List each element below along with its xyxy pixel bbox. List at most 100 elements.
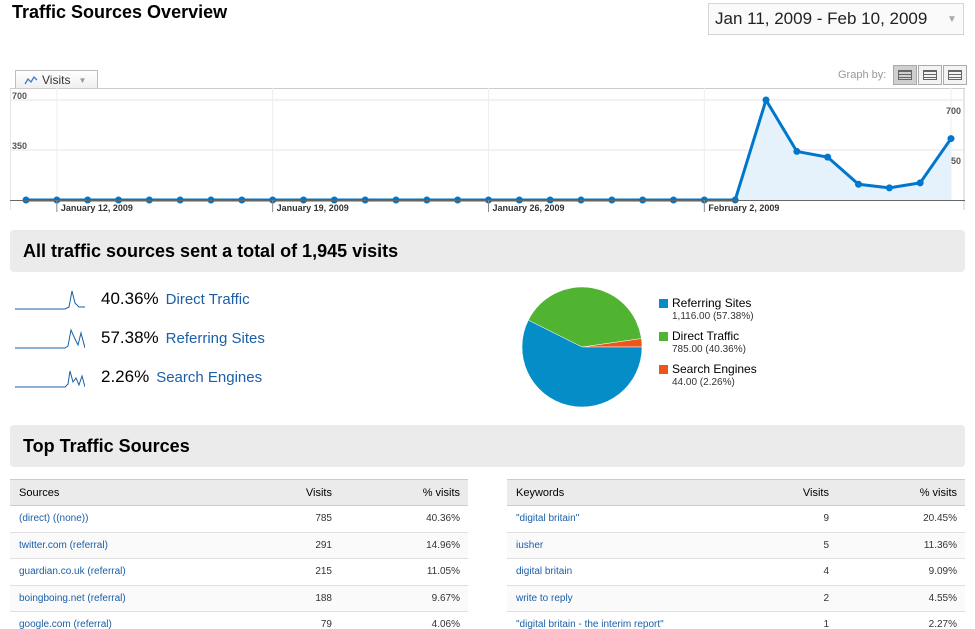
- sparkline-icon: [15, 328, 85, 349]
- visits-cell: 291: [250, 532, 340, 559]
- column-header[interactable]: Sources: [10, 479, 250, 506]
- y-tick-label-left: 700: [12, 91, 27, 101]
- keyword-link[interactable]: write to reply: [507, 585, 747, 612]
- top-sources-heading: Top Traffic Sources: [10, 425, 965, 467]
- table-row: write to reply 2 4.55%: [507, 585, 965, 612]
- date-range-text: Jan 11, 2009 - Feb 10, 2009: [715, 9, 928, 28]
- day-view-icon: [898, 70, 912, 80]
- visits-cell: 5: [747, 532, 837, 559]
- summary-heading: All traffic sources sent a total of 1,94…: [10, 230, 965, 272]
- table-row: google.com (referral) 79 4.06%: [10, 611, 468, 629]
- column-header[interactable]: Visits: [747, 479, 837, 506]
- chevron-down-icon[interactable]: ▼: [947, 13, 957, 25]
- percent-cell: 9.67%: [340, 585, 468, 612]
- table-row: boingboing.net (referral) 188 9.67%: [10, 585, 468, 612]
- percent-cell: 11.36%: [837, 532, 965, 559]
- keywords-table: Keywords Visits % visits "digital britai…: [507, 479, 965, 629]
- column-header[interactable]: % visits: [340, 479, 468, 506]
- source-link[interactable]: boingboing.net (referral): [10, 585, 250, 612]
- metric-tab-label: Visits: [42, 73, 71, 87]
- source-row-search: 2.26% Search Engines: [15, 365, 262, 389]
- x-tick-label: January 26, 2009: [493, 203, 565, 213]
- legend-value: 44.00 (2.26%): [672, 377, 735, 388]
- keywords-table-body: "digital britain" 9 20.45% iusher 5 11.36% dig…: [507, 505, 965, 629]
- source-link[interactable]: google.com (referral): [10, 611, 250, 629]
- source-link-direct[interactable]: Direct Traffic: [165, 290, 250, 308]
- source-percent: 40.36%: [101, 289, 159, 308]
- source-row-direct: 40.36% Direct Traffic: [15, 287, 250, 311]
- keyword-link[interactable]: "digital britain - the interim report": [507, 611, 747, 629]
- sources-table-body: (direct) ((none)) 785 40.36% twitter.com (r…: [10, 505, 468, 629]
- percent-cell: 20.45%: [837, 505, 965, 533]
- legend-item-search: Search Engines 44.00 (2.26%): [659, 362, 757, 388]
- table-header-row: Sources Visits % visits: [10, 479, 468, 506]
- legend-value: 1,116.00 (57.38%): [672, 311, 754, 322]
- legend-label: Direct Traffic: [672, 329, 740, 343]
- percent-cell: 40.36%: [340, 505, 468, 533]
- visits-data-point: [947, 135, 955, 143]
- keyword-link[interactable]: "digital britain": [507, 505, 747, 533]
- visits-cell: 188: [250, 585, 340, 612]
- visits-data-point: [885, 184, 893, 192]
- pie-slice-referring-sites[interactable]: [521, 319, 643, 408]
- line-chart-icon: [24, 75, 38, 84]
- pie-slice-direct-traffic[interactable]: [527, 286, 642, 348]
- visits-data-point: [824, 153, 832, 161]
- keyword-link[interactable]: iusher: [507, 532, 747, 559]
- legend-swatch: [659, 298, 668, 308]
- table-row: "digital britain - the interim report" 1 2…: [507, 611, 965, 629]
- table-row: "digital britain" 9 20.45%: [507, 505, 965, 533]
- percent-cell: 4.55%: [837, 585, 965, 612]
- table-row: guardian.co.uk (referral) 215 11.05%: [10, 558, 468, 586]
- visits-chart-svg: 700 700 350 350 January 12, 2009 January 19, …: [9, 88, 965, 213]
- sparkline-icon: [15, 290, 85, 310]
- visits-cell: 1: [747, 611, 837, 629]
- source-link[interactable]: twitter.com (referral): [10, 532, 250, 559]
- source-link[interactable]: guardian.co.uk (referral): [10, 558, 250, 586]
- visits-cell: 2: [747, 585, 837, 612]
- graph-by-label: Graph by:: [838, 69, 887, 81]
- column-header[interactable]: % visits: [837, 479, 965, 506]
- visits-chart: 700 700 350 350 January 12, 2009 January 19, …: [9, 88, 965, 216]
- source-row-referring: 57.38% Referring Sites: [15, 326, 265, 350]
- table-row: twitter.com (referral) 291 14.96%: [10, 532, 468, 559]
- percent-cell: 11.05%: [340, 558, 468, 586]
- column-header[interactable]: Keywords: [507, 479, 747, 506]
- table-row: digital britain 4 9.09%: [507, 558, 965, 586]
- graph-by-day-button[interactable]: [893, 65, 917, 85]
- x-tick-label: January 12, 2009: [61, 203, 133, 213]
- column-header[interactable]: Visits: [250, 479, 340, 506]
- percent-cell: 2.27%: [837, 611, 965, 629]
- table-row: iusher 5 11.36%: [507, 532, 965, 559]
- visits-data-point: [793, 147, 801, 155]
- percent-cell: 14.96%: [340, 532, 468, 559]
- keyword-link[interactable]: digital britain: [507, 558, 747, 586]
- visits-data-point: [916, 179, 924, 187]
- date-range-picker[interactable]: Jan 11, 2009 - Feb 10, 2009 ▼: [708, 3, 964, 35]
- traffic-pie-chart: [521, 286, 643, 408]
- visits-cell: 215: [250, 558, 340, 586]
- visits-cell: 79: [250, 611, 340, 629]
- source-link[interactable]: (direct) ((none)): [10, 505, 250, 533]
- x-tick-label: January 19, 2009: [277, 203, 349, 213]
- legend-label: Referring Sites: [672, 296, 752, 310]
- source-link-referring[interactable]: Referring Sites: [165, 329, 265, 347]
- visits-cell: 4: [747, 558, 837, 586]
- legend-value: 785.00 (40.36%): [672, 344, 746, 355]
- y-tick-label-right: 350: [946, 156, 961, 166]
- source-percent: 57.38%: [101, 328, 159, 347]
- visits-data-point: [855, 180, 862, 188]
- pie-legend: Referring Sites 1,116.00 (57.38%) Direct…: [659, 296, 757, 395]
- source-link-search[interactable]: Search Engines: [156, 368, 263, 386]
- legend-item-direct: Direct Traffic 785.00 (40.36%): [659, 329, 757, 355]
- visits-cell: 9: [747, 505, 837, 533]
- percent-cell: 9.09%: [837, 558, 965, 586]
- metric-selector-tab[interactable]: Visits ▼: [15, 70, 98, 89]
- legend-label: Search Engines: [672, 362, 757, 376]
- percent-cell: 4.06%: [340, 611, 468, 629]
- source-percent: 2.26%: [101, 367, 150, 386]
- graph-by-month-button[interactable]: [943, 65, 967, 85]
- sources-table: Sources Visits % visits (direct) ((none)…: [10, 479, 468, 629]
- graph-by-week-button[interactable]: [918, 65, 942, 85]
